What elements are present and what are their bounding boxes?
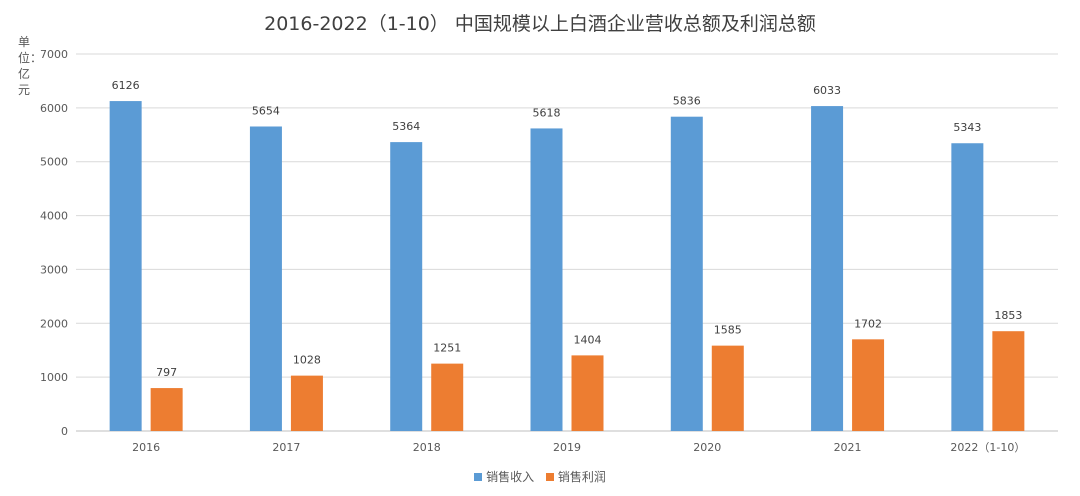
data-label-profit: 1028 [293, 354, 321, 367]
y-tick-label: 7000 [40, 48, 68, 61]
data-label-profit: 797 [156, 366, 177, 379]
data-label-revenue: 5364 [392, 120, 420, 133]
x-tick-label: 2016 [132, 441, 160, 454]
x-tick-label: 2017 [272, 441, 300, 454]
bar-revenue [811, 106, 844, 431]
x-tick-label: 2022（1-10） [950, 441, 1025, 454]
bar-revenue [390, 142, 423, 431]
legend-swatch-revenue [474, 472, 483, 481]
data-label-revenue: 5654 [252, 104, 280, 117]
bar-profit [711, 345, 744, 431]
bar-revenue [530, 128, 563, 431]
y-tick-label: 6000 [40, 102, 68, 115]
bar-revenue [951, 143, 984, 432]
data-label-revenue: 5618 [533, 106, 561, 119]
y-tick-label: 5000 [40, 156, 68, 169]
y-tick-label: 3000 [40, 263, 68, 276]
data-label-revenue: 5343 [953, 121, 981, 134]
bar-revenue [109, 101, 142, 432]
x-tick-label: 2020 [693, 441, 721, 454]
bar-profit [571, 355, 604, 431]
data-label-profit: 1404 [574, 333, 602, 346]
y-tick-label: 2000 [40, 317, 68, 330]
x-tick-label: 2021 [834, 441, 862, 454]
bar-revenue [249, 126, 282, 432]
bar-profit [150, 388, 183, 431]
data-label-profit: 1853 [994, 309, 1022, 322]
legend-label-revenue: 销售收入 [486, 470, 535, 484]
bar-profit [290, 375, 323, 431]
data-label-profit: 1585 [714, 324, 742, 337]
data-label-revenue: 6126 [112, 79, 140, 92]
data-label-profit: 1251 [433, 342, 461, 355]
x-tick-label: 2018 [413, 441, 441, 454]
data-label-revenue: 6033 [813, 84, 841, 97]
bar-profit [992, 331, 1025, 431]
bar-profit [431, 363, 464, 431]
legend-item-profit: 销售利润 [545, 468, 606, 485]
bar-revenue [670, 116, 703, 432]
legend-item-revenue: 销售收入 [474, 468, 534, 485]
data-label-profit: 1702 [854, 317, 882, 330]
legend-label-profit: 销售利润 [557, 470, 606, 484]
chart-title: 2016-2022（1-10） 中国规模以上白酒企业营收总额及利润总额 [264, 13, 816, 35]
x-tick-label: 2019 [553, 441, 581, 454]
legend: 销售收入 销售利润 [0, 468, 1080, 485]
y-tick-label: 1000 [40, 371, 68, 384]
y-tick-label: 4000 [40, 210, 68, 223]
bar-profit [852, 339, 885, 431]
data-label-revenue: 5836 [673, 95, 701, 108]
legend-swatch-profit [545, 472, 554, 481]
y-tick-label: 0 [61, 425, 68, 438]
